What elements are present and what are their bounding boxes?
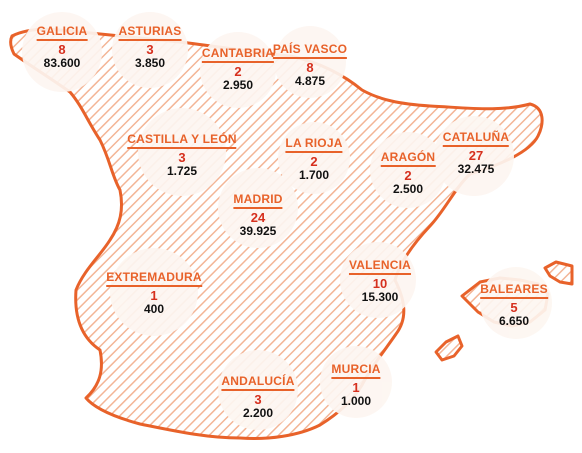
region-name: CASTILLA Y LEÓN <box>127 132 237 149</box>
island-ibiza <box>434 334 464 362</box>
region-name: PAÍS VASCO <box>272 42 348 59</box>
region-bubbles <box>22 12 552 430</box>
region-value: 4.875 <box>294 74 326 88</box>
region-value: 15.300 <box>361 290 399 304</box>
region-pais-vasco: PAÍS VASCO 8 4.875 <box>272 40 348 88</box>
bubble-cantabria <box>200 32 276 108</box>
region-name: CATALUÑA <box>442 130 510 147</box>
region-value: 400 <box>143 302 165 316</box>
bubble-asturias <box>112 12 188 88</box>
bubble-baleares <box>480 267 552 339</box>
bubble-pais-vasco <box>274 26 346 98</box>
region-baleares: BALEARES 5 6.650 <box>480 280 548 328</box>
region-cantabria: CANTABRIA 2 2.950 <box>201 44 275 92</box>
bubble-valencia <box>340 242 416 318</box>
region-name: BALEARES <box>480 282 548 299</box>
region-value: 1.700 <box>298 168 330 182</box>
region-name: MADRID <box>233 192 283 209</box>
region-value: 3.850 <box>134 56 166 70</box>
region-value: 1.000 <box>340 394 372 408</box>
region-asturias: ASTURIAS 3 3.850 <box>118 22 182 70</box>
region-name: GALICIA <box>36 24 88 41</box>
region-count: 3 <box>146 42 154 57</box>
region-count: 24 <box>250 210 266 225</box>
region-value: 2.950 <box>222 78 254 92</box>
region-name: EXTREMADURA <box>106 270 202 287</box>
region-value: 32.475 <box>457 162 495 176</box>
region-value: 83.600 <box>43 56 81 70</box>
bubble-murcia <box>320 346 392 418</box>
region-castilla-y-leon: CASTILLA Y LEÓN 3 1.725 <box>127 130 237 178</box>
region-name: LA RIOJA <box>285 136 343 153</box>
region-count: 1 <box>150 288 158 303</box>
region-value: 1.725 <box>166 164 198 178</box>
bubble-galicia <box>22 12 102 92</box>
region-value: 2.200 <box>242 406 274 420</box>
region-galicia: GALICIA 8 83.600 <box>36 22 88 70</box>
region-name: CANTABRIA <box>201 46 275 63</box>
region-count: 8 <box>58 42 66 57</box>
region-value: 2.500 <box>392 182 424 196</box>
region-extremadura: EXTREMADURA 1 400 <box>106 268 202 316</box>
region-name: ASTURIAS <box>118 24 182 41</box>
region-count: 3 <box>178 150 186 165</box>
region-count: 8 <box>306 60 314 75</box>
region-count: 1 <box>352 380 360 395</box>
region-madrid: MADRID 24 39.925 <box>233 190 283 238</box>
region-name: MURCIA <box>331 362 381 379</box>
bubble-cataluna <box>434 116 514 196</box>
island-menorca <box>543 260 574 286</box>
region-value: 39.925 <box>239 224 277 238</box>
region-value: 6.650 <box>498 314 530 328</box>
region-count: 2 <box>404 168 412 183</box>
region-name: ANDALUCÍA <box>221 374 295 391</box>
bubble-castilla-y-leon <box>138 108 226 196</box>
region-cataluna: CATALUÑA 27 32.475 <box>442 128 510 176</box>
region-count: 3 <box>254 392 262 407</box>
bubble-la-rioja <box>278 122 350 194</box>
region-la-rioja: LA RIOJA 2 1.700 <box>285 134 343 182</box>
region-name: VALENCIA <box>348 258 412 275</box>
region-count: 2 <box>310 154 318 169</box>
bubble-aragon <box>370 132 446 208</box>
region-count: 27 <box>468 148 484 163</box>
region-count: 5 <box>510 300 518 315</box>
region-name: ARAGÓN <box>380 150 436 167</box>
region-murcia: MURCIA 1 1.000 <box>331 360 381 408</box>
bubble-extremadura <box>110 248 198 336</box>
region-valencia: VALENCIA 10 15.300 <box>348 256 412 304</box>
region-aragon: ARAGÓN 2 2.500 <box>380 148 436 196</box>
region-count: 2 <box>234 64 242 79</box>
region-andalucia: ANDALUCÍA 3 2.200 <box>221 372 295 420</box>
region-count: 10 <box>372 276 388 291</box>
